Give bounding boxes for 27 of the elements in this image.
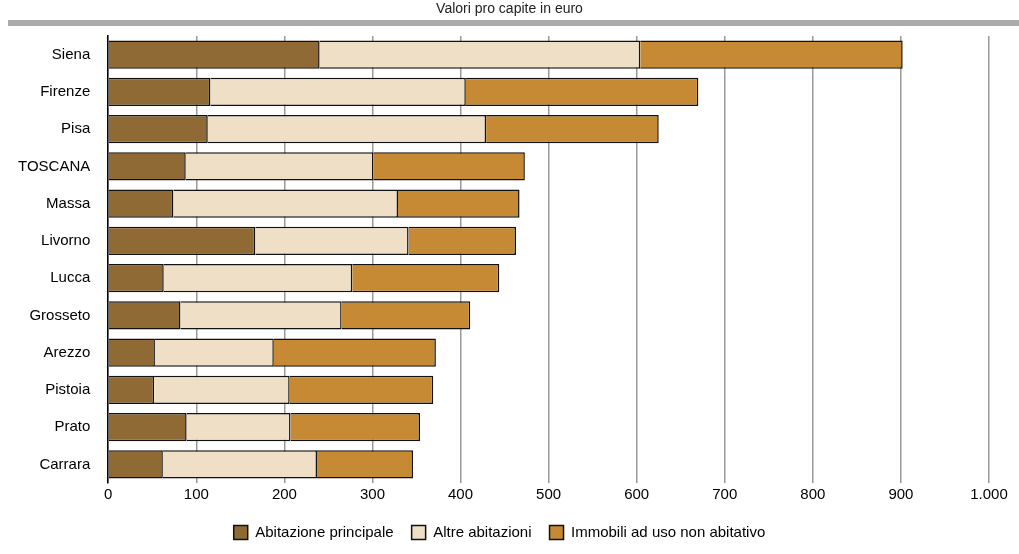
x-tick-label: 400 [448,485,474,503]
x-tick-label: 900 [888,485,914,503]
x-tick-label: 100 [183,485,209,503]
legend-label: Abitazione principale [255,522,394,540]
x-tick-label: 800 [800,485,826,503]
x-tick-label: 500 [536,485,562,503]
y-tick-label: Livorno [41,231,91,249]
y-tick-label: TOSCANA [17,156,91,174]
x-tick-label: 200 [271,485,297,503]
x-tick-label: 600 [624,485,650,503]
y-tick-label: Massa [46,193,91,211]
y-tick-label: Lucca [50,268,91,286]
x-tick-label: 700 [712,485,738,503]
y-tick-label: Firenze [40,82,91,100]
x-tick-label: 0 [104,485,113,503]
y-tick-label: Prato [54,417,91,435]
y-tick-label: Carrara [39,454,91,472]
y-tick-label: Siena [51,44,91,62]
chart-subtitle: Valori pro capite in euro [435,0,584,16]
y-tick-label: Grosseto [29,305,91,323]
y-tick-label: Arezzo [43,342,91,360]
legend-label: Altre abitazioni [433,522,532,540]
y-tick-label: Pisa [61,119,91,137]
legend-label: Immobili ad uso non abitativo [571,522,766,540]
y-tick-label: Pistoia [45,380,91,398]
x-tick-label: 1.000 [970,485,1008,503]
x-tick-label: 300 [359,485,385,503]
